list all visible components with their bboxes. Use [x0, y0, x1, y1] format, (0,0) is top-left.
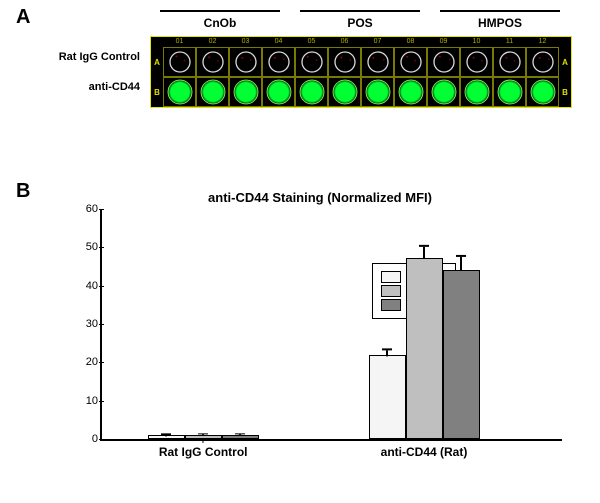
treatment-header: CnOb [150, 10, 290, 32]
error-bar [161, 434, 171, 437]
well-control [229, 47, 262, 77]
bar [443, 270, 480, 439]
plate-col-number: 05 [295, 37, 328, 47]
error-bar [198, 433, 208, 436]
y-tick: 20 [70, 356, 98, 368]
row-label-cd44: anti-CD44 [0, 72, 146, 102]
well-control [394, 47, 427, 77]
well-cd44 [460, 77, 493, 107]
well-cd44 [526, 77, 559, 107]
plate-col-number: 12 [526, 37, 559, 47]
y-tick: 50 [70, 241, 98, 253]
well-control [493, 47, 526, 77]
treatment-headers: CnObPOSHMPOS [150, 10, 570, 32]
y-tick: 10 [70, 395, 98, 407]
well-control [328, 47, 361, 77]
x-category-label: Rat IgG Control [113, 439, 293, 459]
well-cd44 [328, 77, 361, 107]
x-category-label: anti-CD44 (Rat) [334, 439, 514, 459]
bar [369, 355, 406, 439]
error-bar [382, 349, 392, 357]
well-cd44 [394, 77, 427, 107]
error-bar [419, 245, 429, 259]
well-control [361, 47, 394, 77]
well-plate: 010203040506070809101112 A A B B [150, 36, 572, 108]
plate-col-number: 10 [460, 37, 493, 47]
well-control [295, 47, 328, 77]
panel-b-label: B [16, 180, 30, 203]
chart-title: anti-CD44 Staining (Normalized MFI) [70, 190, 570, 205]
chart-area: anti-CD44 Staining (Normalized MFI) CnOb… [70, 190, 570, 490]
plate-col-number: 06 [328, 37, 361, 47]
well-control [163, 47, 196, 77]
bar-group [369, 258, 480, 439]
well-control [427, 47, 460, 77]
plate-row-labels: Rat IgG Control anti-CD44 [0, 42, 146, 102]
plate-col-number: 04 [262, 37, 295, 47]
plate-row-letter: A [151, 58, 163, 67]
well-cd44 [196, 77, 229, 107]
y-tick: 30 [70, 318, 98, 330]
well-cd44 [493, 77, 526, 107]
bar [406, 258, 443, 439]
plate-col-number: 08 [394, 37, 427, 47]
well-control [196, 47, 229, 77]
y-tick: 0 [70, 433, 98, 445]
y-tick: 60 [70, 203, 98, 215]
row-label-control: Rat IgG Control [0, 42, 146, 72]
error-bar [235, 433, 245, 436]
panel-a-label: A [16, 6, 30, 29]
well-control [460, 47, 493, 77]
error-bar [456, 255, 466, 271]
well-cd44 [427, 77, 460, 107]
plate-col-number: 11 [493, 37, 526, 47]
plate-col-number: 03 [229, 37, 262, 47]
plate-row-letter: A [559, 58, 571, 67]
plate-col-number: 09 [427, 37, 460, 47]
y-tick: 40 [70, 280, 98, 292]
treatment-header: HMPOS [430, 10, 570, 32]
plate-col-number: 07 [361, 37, 394, 47]
well-cd44 [295, 77, 328, 107]
treatment-header: POS [290, 10, 430, 32]
plate-row-letter: B [559, 88, 571, 97]
well-control [526, 47, 559, 77]
plate-col-number: 02 [196, 37, 229, 47]
well-cd44 [229, 77, 262, 107]
plate-col-number: 01 [163, 37, 196, 47]
bar-chart: CnObPOSHMPOS 0102030405060Rat IgG Contro… [100, 209, 562, 441]
well-cd44 [361, 77, 394, 107]
well-cd44 [163, 77, 196, 107]
well-control [262, 47, 295, 77]
well-cd44 [262, 77, 295, 107]
plate-row-letter: B [151, 88, 163, 97]
